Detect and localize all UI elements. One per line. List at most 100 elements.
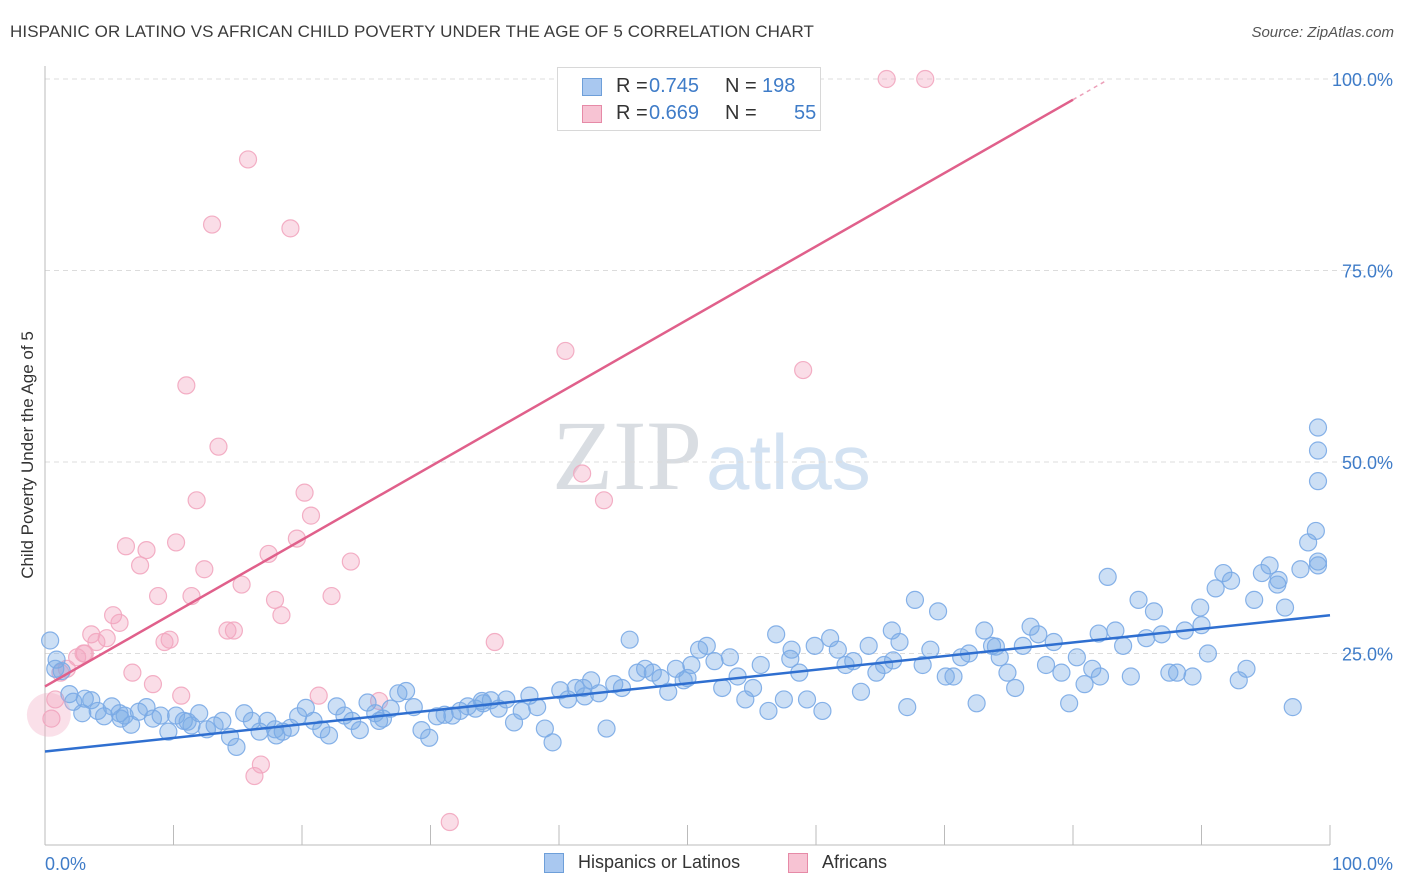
- hispanic-point: [975, 621, 994, 640]
- hispanic-point: [227, 737, 246, 757]
- african-point: [209, 437, 228, 456]
- hispanic-point: [767, 625, 786, 644]
- hispanic-point: [1052, 663, 1071, 682]
- hispanic-point: [875, 655, 894, 675]
- hispanic-point: [859, 636, 878, 655]
- hispanic-point: [427, 707, 447, 726]
- hispanic-point: [1308, 418, 1328, 437]
- african-point: [251, 755, 270, 774]
- hispanic-point: [1221, 571, 1241, 590]
- hispanic-point: [828, 640, 847, 659]
- hispanic-point: [1090, 667, 1110, 686]
- legend-n-label: N =: [725, 102, 757, 124]
- african-point: [238, 150, 258, 169]
- hispanic-point: [1098, 567, 1117, 587]
- hispanic-point: [813, 701, 832, 721]
- legend-label: Africans: [822, 852, 888, 872]
- african-point: [322, 586, 341, 606]
- african-point: [160, 630, 179, 649]
- hispanic-point: [713, 678, 732, 698]
- hispanic-point: [759, 701, 778, 721]
- hispanic-point: [137, 698, 156, 717]
- legend-n-value: 198: [762, 75, 796, 97]
- hispanic-point: [743, 678, 763, 698]
- hispanic-point: [350, 720, 369, 740]
- hispanic-point: [1029, 625, 1048, 644]
- hispanic-point: [47, 650, 66, 669]
- hispanic-point: [1013, 636, 1032, 655]
- african-point: [265, 590, 285, 609]
- hispanic-point: [805, 636, 824, 655]
- hispanic-point: [82, 691, 101, 710]
- african-point: [485, 632, 504, 652]
- hispanic-point: [1192, 616, 1211, 635]
- hispanic-point: [1137, 629, 1156, 648]
- x-tick-label: 0.0%: [45, 854, 86, 874]
- y-tick-label: 100.0%: [1332, 70, 1393, 90]
- hispanic-point: [1308, 552, 1328, 571]
- african-point: [301, 506, 321, 525]
- african-point: [232, 575, 251, 594]
- african-point: [172, 686, 191, 705]
- african-point: [295, 483, 314, 502]
- hispanic-point: [420, 728, 439, 747]
- hispanic-point: [659, 682, 678, 701]
- hispanic-point: [551, 681, 570, 700]
- legend-swatch-blue: [544, 853, 564, 873]
- hispanic-point: [412, 720, 431, 740]
- zipatlas-watermark: ZIPatlas: [552, 400, 871, 511]
- legend-swatch-blue: [582, 78, 602, 96]
- legend-n-label: N =: [725, 75, 757, 97]
- hispanic-point: [1260, 556, 1279, 575]
- legend-n-value: 55: [794, 102, 817, 124]
- legend-r-value: 0.745: [649, 75, 700, 97]
- hispanic-point: [178, 712, 197, 731]
- chart-source: Source: ZipAtlas.com: [1251, 24, 1394, 41]
- hispanic-point: [1183, 667, 1202, 686]
- hispanic-point: [267, 726, 286, 745]
- legend-swatch-pink: [582, 105, 602, 123]
- hispanic-trend-line: [44, 613, 1331, 753]
- hispanic-point: [921, 640, 940, 659]
- hispanic-point: [151, 706, 170, 725]
- hispanic-point: [782, 640, 801, 659]
- african-point: [202, 215, 222, 234]
- hispanic-point: [46, 659, 65, 678]
- hispanic-point: [990, 648, 1009, 667]
- african-point: [187, 491, 206, 510]
- hispanic-point: [319, 726, 339, 745]
- hispanic-point: [1121, 667, 1140, 686]
- african-point: [97, 629, 116, 648]
- hispanic-point: [928, 602, 948, 621]
- legend-label: Hispanics or Latinos: [578, 852, 741, 872]
- hispanic-point: [1306, 521, 1325, 541]
- hispanic-point: [720, 648, 740, 667]
- hispanic-point: [73, 704, 92, 723]
- hispanic-point: [41, 631, 60, 650]
- hispanic-point: [102, 697, 121, 716]
- hispanic-point: [1129, 590, 1148, 609]
- hispanic-point: [851, 682, 871, 701]
- hispanic-point: [1167, 663, 1187, 682]
- legend-swatch-pink: [788, 853, 808, 873]
- african-point: [556, 341, 575, 361]
- african-point: [341, 552, 360, 571]
- african-point: [148, 586, 168, 606]
- hispanic-point: [998, 663, 1017, 682]
- african-point: [281, 219, 300, 238]
- hispanic-point: [1308, 441, 1328, 460]
- hispanic-point: [597, 719, 616, 738]
- african-trend-extension: [1072, 80, 1106, 101]
- correlation-legend: R = 0.745 N = 198 R = 0.669 N = 55: [557, 67, 821, 131]
- hispanic-point: [1252, 563, 1271, 583]
- african-point: [143, 675, 163, 694]
- legend-r-label: R =: [616, 102, 648, 124]
- african-point: [195, 560, 214, 579]
- hispanic-point: [751, 655, 770, 675]
- hispanic-point: [612, 678, 632, 698]
- hispanic-point: [159, 722, 178, 741]
- african-point: [440, 812, 459, 832]
- hispanic-point: [905, 590, 925, 609]
- african-point: [74, 644, 93, 663]
